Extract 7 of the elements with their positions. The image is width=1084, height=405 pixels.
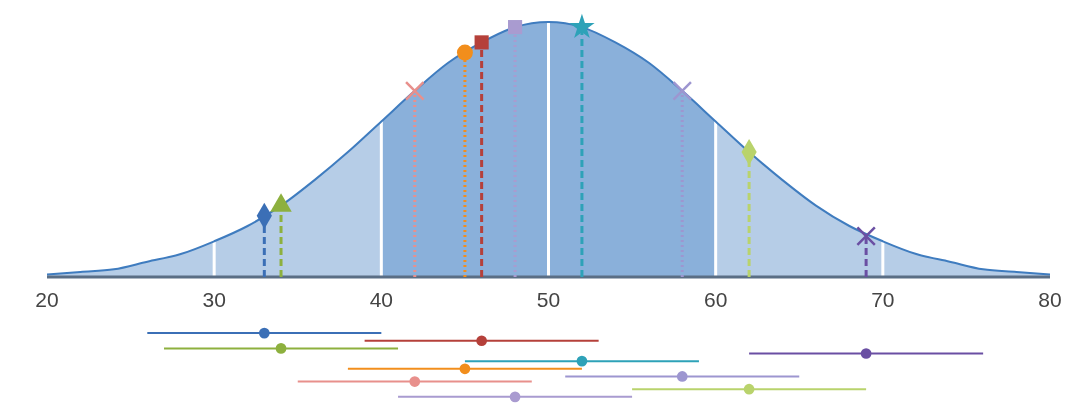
x-tick-label: 70 — [871, 288, 895, 311]
x-tick-label: 20 — [35, 288, 59, 311]
x-tick-label: 30 — [202, 288, 226, 311]
x-tick-label: 40 — [369, 288, 394, 311]
x-tick-label: 60 — [703, 288, 728, 311]
x-tick-label: 50 — [536, 288, 561, 311]
x-tick-label: 80 — [1038, 288, 1062, 311]
